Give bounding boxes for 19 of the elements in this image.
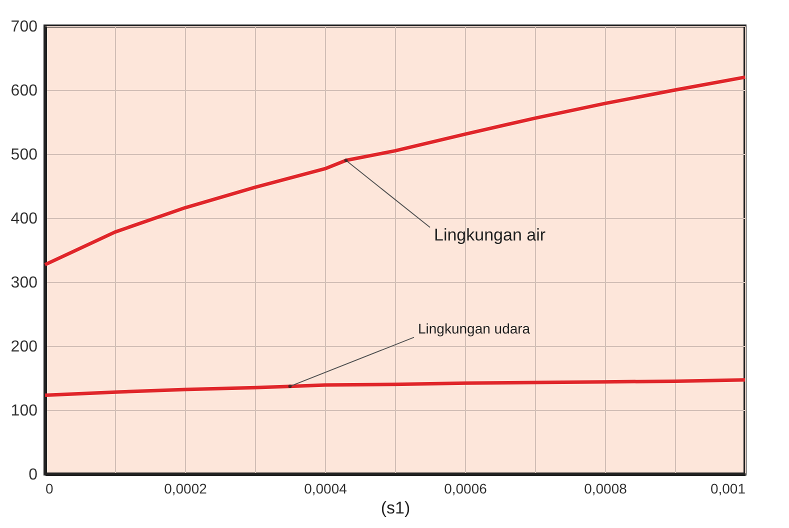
y-tick-label: 300 <box>10 274 38 292</box>
y-tick-label: 700 <box>10 18 38 36</box>
text: Lingkungan udara <box>418 320 530 336</box>
y-tick-label: 400 <box>10 210 38 228</box>
x-tick-label: 0,0002 <box>164 480 208 496</box>
text: Lingkungan air <box>434 225 546 244</box>
y-tick-label: 100 <box>10 402 38 420</box>
x-tick-label: 0,001 <box>710 480 746 496</box>
x-axis-title: (s1) <box>380 498 410 518</box>
line-series <box>43 75 747 266</box>
y-tick-label: 200 <box>10 338 38 356</box>
y-tick-label: 600 <box>10 82 38 100</box>
x-tick-label: 0 <box>46 480 54 496</box>
y-tick-label: 500 <box>10 146 38 164</box>
x-tick-label: 0,0006 <box>444 480 488 496</box>
x-tick-label: 0,0008 <box>584 480 628 496</box>
y-tick-label: 0 <box>28 466 38 484</box>
x-tick-label: 0,0004 <box>304 480 348 496</box>
line-series <box>43 378 747 398</box>
